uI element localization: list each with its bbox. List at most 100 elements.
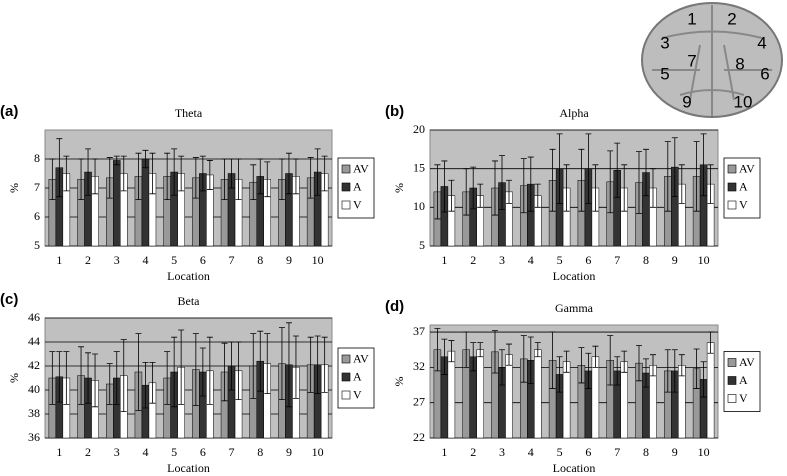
error-bar [135,333,142,411]
legend-label: AV [353,161,369,175]
legend-swatch [341,390,351,400]
head-diagram: 1 2 3 4 5 6 7 8 9 10 [641,2,783,118]
error-bar [113,155,120,166]
region-label: 3 [660,33,669,52]
bar [113,160,121,247]
error-bar [257,158,264,195]
error-bar [643,148,649,197]
chart-title: Gamma [555,301,594,315]
x-tick-label: 9 [286,445,292,459]
error-bar [506,343,512,366]
x-tick-label: 2 [470,445,476,459]
legend-label: AV [739,355,755,369]
error-bar [164,152,171,200]
error-bar [527,336,534,385]
error-bar [592,345,599,368]
x-tick-label: 5 [557,445,563,459]
y-tick-label: 5 [419,238,425,252]
y-tick-label: 46 [28,310,40,324]
x-tick-label: 3 [114,445,120,459]
error-bar [164,351,171,405]
region-label: 4 [757,33,766,52]
error-bar [221,342,228,402]
x-tick-label: 8 [257,253,263,267]
x-tick-label: 7 [229,253,235,267]
error-bar [592,164,599,212]
bar [706,342,715,439]
error-bar [650,168,656,208]
error-bar [549,331,556,389]
legend-swatch [727,164,737,174]
x-tick-label: 1 [56,445,62,459]
legend-label: V [353,197,362,211]
y-tick-label: 27 [413,394,425,408]
region-label: 9 [682,92,691,111]
x-tick-label: 2 [85,445,91,459]
y-tick-label: 5 [34,238,40,252]
legend-swatch [341,164,351,174]
legend-swatch [727,394,737,403]
x-tick-label: 8 [643,445,649,459]
region-label: 1 [687,9,696,28]
chart-title: Theta [175,106,203,120]
error-bar [499,155,505,211]
error-bar [636,345,642,382]
x-tick-label: 10 [312,253,324,267]
y-axis-title: % [392,377,406,387]
error-bar [278,327,285,400]
error-bar [506,179,512,204]
x-tick-label: 4 [142,445,148,459]
region-label: 5 [660,64,669,83]
error-bar [307,336,314,393]
error-bar [113,351,120,405]
region-borders [652,5,772,116]
legend-swatch [727,182,737,192]
error-bar [106,157,113,199]
x-tick-label: 1 [56,253,62,267]
error-bar [463,168,470,216]
error-bar [470,342,477,372]
x-tick-label: 5 [171,445,177,459]
bar [534,349,542,439]
error-bar [314,148,321,196]
error-bar [199,155,206,192]
error-bar [257,330,264,392]
error-bar [434,328,441,372]
error-bar [470,166,477,210]
bar [476,349,484,439]
error-bar [499,349,505,386]
y-tick-label: 38 [28,406,40,420]
error-bar [149,152,156,195]
legend-swatch [727,376,737,385]
error-bar [563,164,570,212]
error-bar [63,351,70,405]
error-bar [693,348,700,389]
error-bar [441,338,448,375]
error-bar [250,333,257,399]
error-bar [448,179,455,212]
y-tick-label: 20 [413,122,425,136]
error-bar [563,350,570,373]
error-bar [463,331,470,368]
x-tick-label: 4 [142,253,148,267]
y-axis-title: % [7,183,21,193]
y-tick-label: 10 [413,199,425,213]
error-bar [527,156,534,212]
error-bar [621,350,628,373]
legend-label: AV [739,161,755,175]
error-bar [664,349,671,393]
error-bar [520,335,527,383]
error-bar [56,138,63,198]
error-bar [171,336,178,408]
error-bar [228,158,235,189]
y-tick-label: 6 [34,209,40,223]
error-bar [520,158,527,214]
x-tick-label: 6 [200,253,206,267]
error-bar [285,322,292,408]
x-tick-label: 10 [698,445,710,459]
error-bar [643,358,649,388]
x-tick-label: 2 [470,253,476,267]
error-bar [49,158,56,200]
x-tick-label: 2 [85,253,91,267]
error-bar [678,354,685,377]
